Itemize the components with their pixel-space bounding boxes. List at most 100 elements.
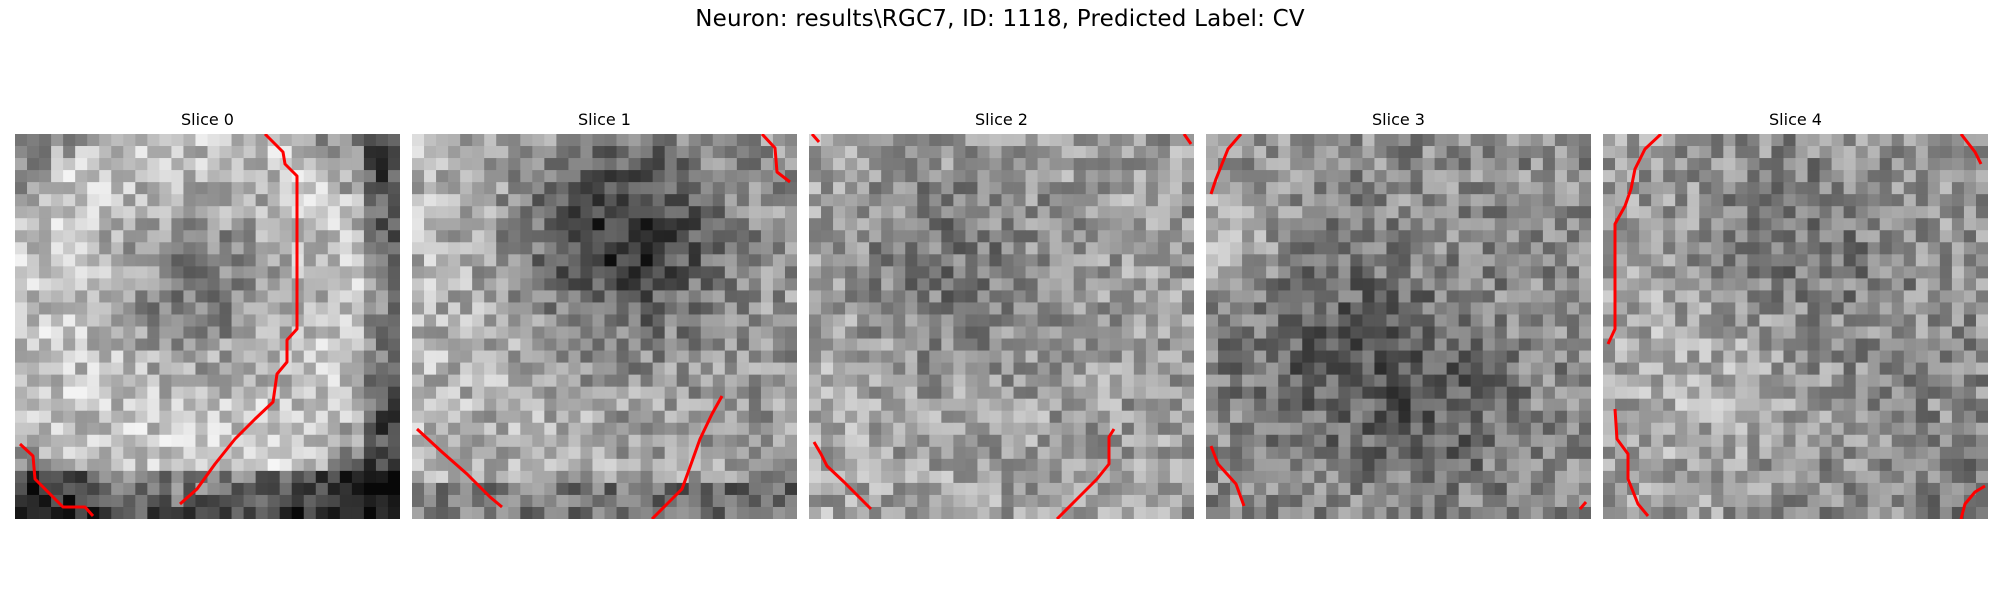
pixel-cell xyxy=(1061,458,1075,472)
pixel-cell xyxy=(1362,278,1375,291)
pixel-cell xyxy=(905,170,918,183)
pixel-cell xyxy=(1374,278,1387,291)
pixel-cell xyxy=(51,302,64,315)
pixel-cell xyxy=(327,422,341,436)
pixel-cell xyxy=(231,302,244,315)
pixel-cell xyxy=(628,254,641,267)
pixel-cell xyxy=(123,482,136,496)
pixel-cell xyxy=(460,422,473,436)
pixel-cell xyxy=(1771,278,1784,291)
pixel-cell xyxy=(1578,254,1591,267)
pixel-cell xyxy=(448,326,461,339)
pixel-cell xyxy=(1386,338,1399,351)
pixel-cell xyxy=(1843,362,1857,376)
pixel-cell xyxy=(111,422,124,436)
pixel-cell xyxy=(917,506,930,519)
pixel-cell xyxy=(1903,242,1917,255)
pixel-cell xyxy=(1951,386,1965,400)
pixel-cell xyxy=(652,266,666,279)
pixel-cell xyxy=(1747,170,1760,183)
pixel-cell xyxy=(15,146,28,159)
pixel-cell xyxy=(845,146,858,159)
pixel-cell xyxy=(147,182,160,195)
pixel-cell xyxy=(1254,398,1267,412)
pixel-cell xyxy=(965,314,978,327)
pixel-cell xyxy=(39,398,52,412)
pixel-cell xyxy=(207,326,220,339)
pixel-cell xyxy=(1085,374,1099,388)
pixel-cell xyxy=(267,350,281,363)
pixel-cell xyxy=(1314,362,1327,376)
pixel-cell xyxy=(905,338,918,351)
pixel-cell xyxy=(845,218,858,231)
pixel-cell xyxy=(1398,398,1411,412)
pixel-cell xyxy=(279,302,293,315)
pixel-cell xyxy=(1254,218,1267,231)
pixel-cell xyxy=(1783,290,1796,303)
pixel-cell xyxy=(1278,350,1291,363)
pixel-cell xyxy=(39,254,52,267)
pixel-cell xyxy=(279,266,293,279)
pixel-cell xyxy=(1566,422,1580,436)
pixel-cell xyxy=(580,158,593,171)
pixel-cell xyxy=(784,398,797,412)
pixel-cell xyxy=(1013,470,1026,484)
pixel-cell xyxy=(1073,266,1087,279)
pixel-cell xyxy=(1422,290,1435,303)
pixel-cell xyxy=(580,494,593,508)
pixel-cell xyxy=(1157,350,1171,363)
pixel-cell xyxy=(712,422,726,436)
pixel-cell xyxy=(1181,302,1194,315)
pixel-cell xyxy=(1891,362,1905,376)
pixel-cell xyxy=(1145,446,1159,460)
pixel-cell xyxy=(821,278,834,291)
pixel-cell xyxy=(881,350,894,363)
pixel-cell xyxy=(941,182,954,195)
pixel-cell xyxy=(1049,422,1063,436)
pixel-cell xyxy=(1795,386,1808,400)
pixel-cell xyxy=(1831,422,1845,436)
pixel-cell xyxy=(1206,266,1219,279)
pixel-cell xyxy=(1109,170,1123,183)
pixel-cell xyxy=(231,254,244,267)
pixel-cell xyxy=(219,374,232,388)
pixel-cell xyxy=(375,350,389,363)
pixel-cell xyxy=(965,386,978,400)
pixel-cell xyxy=(1157,326,1171,339)
pixel-cell xyxy=(123,182,136,195)
pixel-cell xyxy=(1975,242,1988,255)
pixel-cell xyxy=(652,194,666,207)
pixel-cell xyxy=(1350,494,1363,508)
pixel-cell xyxy=(39,158,52,171)
pixel-cell xyxy=(1314,158,1327,171)
pixel-cell xyxy=(1735,230,1748,243)
pixel-cell xyxy=(1230,158,1243,171)
pixel-cell xyxy=(977,218,990,231)
pixel-cell xyxy=(448,482,461,496)
pixel-cell xyxy=(255,446,269,460)
pixel-cell xyxy=(544,170,557,183)
pixel-cell xyxy=(243,290,257,303)
pixel-cell xyxy=(640,506,654,519)
pixel-cell xyxy=(1711,410,1724,424)
pixel-cell xyxy=(1891,194,1905,207)
pixel-cell xyxy=(1374,434,1387,448)
pixel-cell xyxy=(568,326,581,339)
pixel-cell xyxy=(315,362,329,376)
pixel-cell xyxy=(171,458,184,472)
pixel-cell xyxy=(339,374,353,388)
pixel-cell xyxy=(664,386,678,400)
pixel-cell xyxy=(351,410,365,424)
pixel-cell xyxy=(123,254,136,267)
pixel-cell xyxy=(171,314,184,327)
pixel-cell xyxy=(1723,410,1736,424)
pixel-cell xyxy=(688,278,702,291)
pixel-cell xyxy=(303,470,317,484)
pixel-cell xyxy=(1566,290,1580,303)
pixel-cell xyxy=(1951,134,1965,147)
pixel-cell xyxy=(1723,158,1736,171)
pixel-cell xyxy=(303,350,317,363)
pixel-cell xyxy=(953,266,966,279)
pixel-cell xyxy=(1410,314,1423,327)
pixel-cell xyxy=(15,278,28,291)
